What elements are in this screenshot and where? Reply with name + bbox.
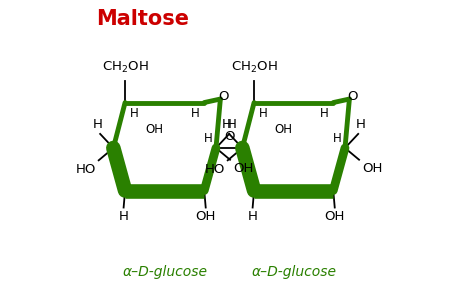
Text: H: H: [356, 118, 366, 131]
Text: OH: OH: [233, 162, 254, 175]
Text: H: H: [191, 107, 199, 120]
Text: H: H: [227, 118, 236, 131]
Text: H: H: [259, 107, 267, 120]
Text: H: H: [203, 132, 212, 145]
Text: HO: HO: [204, 163, 225, 176]
Text: H: H: [333, 132, 341, 145]
Text: OH: OH: [324, 210, 345, 223]
Text: H: H: [248, 210, 258, 223]
Text: H: H: [319, 107, 328, 120]
Text: OH: OH: [195, 210, 216, 223]
Text: H: H: [93, 118, 103, 131]
Text: O: O: [224, 130, 235, 143]
Text: O: O: [218, 90, 228, 103]
Text: HO: HO: [75, 163, 96, 176]
Text: H: H: [130, 107, 138, 120]
Text: α–D-glucose: α–D-glucose: [122, 265, 207, 279]
Text: Maltose: Maltose: [96, 9, 189, 29]
Text: OH: OH: [274, 123, 292, 136]
Text: OH: OH: [362, 162, 382, 175]
Text: α–D-glucose: α–D-glucose: [251, 265, 336, 279]
Text: CH$_2$OH: CH$_2$OH: [102, 60, 149, 75]
Text: CH$_2$OH: CH$_2$OH: [231, 60, 278, 75]
Text: OH: OH: [145, 123, 163, 136]
Text: H: H: [222, 118, 232, 131]
Text: H: H: [119, 210, 129, 223]
Text: O: O: [347, 90, 358, 103]
